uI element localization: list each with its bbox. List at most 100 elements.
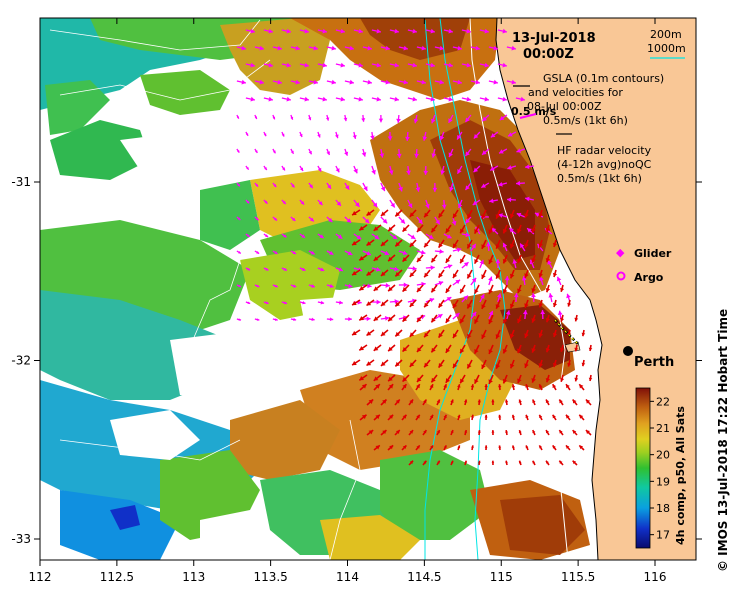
velocity-arrow [263,62,274,68]
velocity-arrow [245,28,256,34]
velocity-arrow [532,429,536,436]
velocity-arrow [481,299,487,310]
velocity-arrow [565,414,571,421]
velocity-arrow [308,182,314,189]
velocity-arrow [481,148,490,156]
velocity-arrow [335,267,344,272]
y-axis: -31 -32 -33 [11,175,702,546]
velocity-arrow [380,299,389,307]
velocity-arrow [387,224,396,232]
velocity-arrow [516,148,526,153]
velocity-arrow [470,45,481,51]
velocity-arrow [538,239,544,248]
velocity-arrow [236,216,241,221]
velocity-arrow [430,254,438,263]
velocity-arrow [539,276,544,286]
velocity-arrow [452,45,463,51]
velocity-arrow [272,318,278,321]
velocity-arrow [524,239,529,249]
velocity-arrow [488,314,494,325]
sst-patch [500,495,585,555]
velocity-arrow [423,239,431,248]
velocity-arrow [425,233,434,240]
velocity-arrow [479,259,484,269]
velocity-arrow [387,374,396,382]
velocity-arrow [371,199,378,208]
velocity-arrow [538,209,544,218]
velocity-arrow [457,414,461,421]
velocity-arrow [448,148,454,158]
velocity-arrow [299,62,310,68]
velocity-arrow [387,383,394,391]
velocity-arrow [416,314,424,323]
velocity-arrow [387,254,396,262]
velocity-arrow [254,114,258,120]
velocity-arrow [362,182,368,192]
velocity-arrow [502,374,508,384]
velocity-arrow [416,216,423,225]
velocity-arrow [423,165,429,175]
velocity-arrow [416,249,426,255]
gsla-contour [179,259,241,371]
velocity-arrow [326,148,331,156]
velocity-arrow [452,312,460,320]
velocity-arrow [502,224,508,234]
velocity-arrow [473,314,480,325]
velocity-arrow [380,283,390,288]
velocity-arrow [440,165,445,175]
velocity-arrow [254,318,260,321]
velocity-arrow [445,224,452,234]
velocity-arrow [389,233,398,240]
velocity-arrow [477,399,481,406]
velocity-arrow [443,383,448,391]
velocity-arrow [488,374,494,385]
velocity-arrow [504,276,510,286]
velocity-arrow [380,398,388,406]
velocity-arrow [378,114,384,123]
velocity-arrow [557,310,563,320]
velocity-arrow [362,45,373,51]
velocity-arrow [408,429,414,436]
velocity-arrow [380,216,388,224]
velocity-arrow [548,293,554,303]
velocity-arrow [353,233,362,240]
velocity-arrow [371,96,382,102]
velocity-arrow [236,114,240,119]
velocity-arrow [423,209,431,218]
contour-200m [469,18,569,560]
velocity-arrow [464,429,468,436]
velocity-arrow [538,414,543,421]
gsla-legend-speed: 0.5m/s (1kt 6h) [543,114,628,127]
velocity-arrow [558,399,564,406]
velocity-arrow [532,460,536,466]
velocity-arrow [380,182,386,192]
velocity-arrow [407,96,418,102]
velocity-arrow [505,310,511,320]
velocity-arrow [317,131,321,138]
velocity-arrow [317,199,323,206]
velocity-arrow [415,383,421,391]
velocity-arrow [308,79,319,85]
velocity-arrow [464,460,468,466]
velocity-arrow [445,314,452,324]
velocity-arrow [473,374,480,385]
velocity-arrow [452,209,459,219]
velocity-arrow [515,96,526,102]
cloud-gap [120,130,230,185]
velocity-arrow [308,284,316,288]
velocity-arrow [585,429,592,436]
velocity-arrow [335,28,346,34]
velocity-arrow [380,250,390,256]
velocity-arrow [449,182,454,192]
sst-field [40,18,696,560]
hf-legend-line3: 0.5m/s (1kt 6h) [557,172,642,185]
velocity-arrow [502,284,508,294]
x-tick-label: 115.5 [561,570,595,584]
sst-patch [200,180,260,250]
velocity-arrow [254,182,259,188]
velocity-arrow [436,460,441,466]
velocity-arrow [344,283,353,289]
velocity-arrow [459,254,466,264]
velocity-arrow [344,216,352,224]
velocity-arrow [472,199,481,206]
